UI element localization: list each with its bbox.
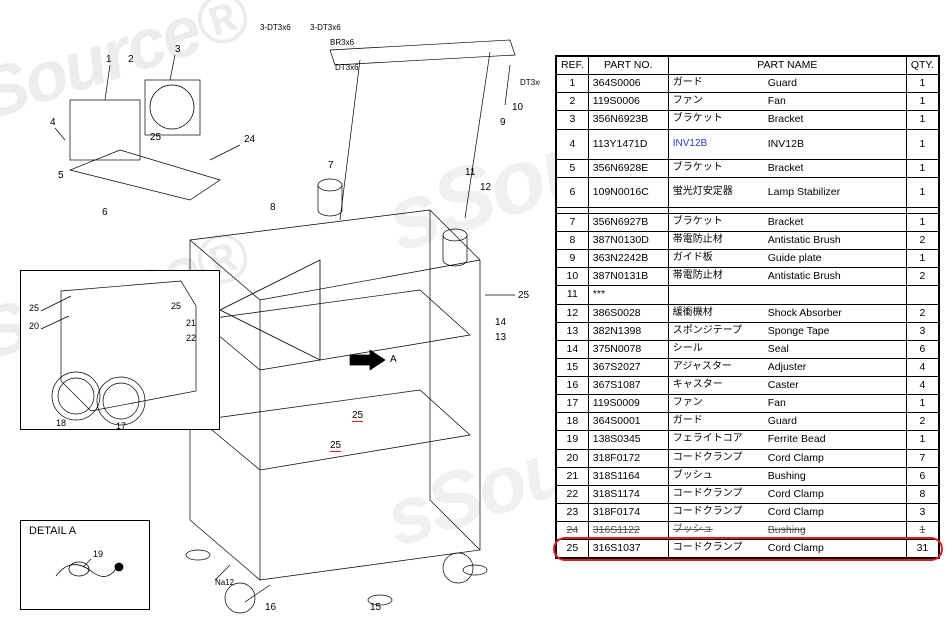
table-row: 5356N6928EブラケットBracket1 (557, 159, 939, 177)
svg-text:25: 25 (29, 303, 39, 313)
table-row: 21318S1164ブッシュBushing6 (557, 467, 939, 485)
table-row: 25316S1037コードクランプCord Clamp31 (557, 540, 939, 558)
svg-text:25: 25 (150, 132, 162, 143)
svg-text:14: 14 (495, 317, 507, 328)
svg-text:Na12: Na12 (215, 578, 235, 587)
inset-leader (210, 250, 330, 370)
svg-text:1: 1 (106, 54, 112, 65)
svg-text:3-DT3x6: 3-DT3x6 (260, 23, 291, 32)
table-row: 7356N6927BブラケットBracket1 (557, 213, 939, 231)
svg-text:5: 5 (58, 170, 64, 181)
table-row: 20318F0172コードクランプCord Clamp7 (557, 449, 939, 467)
col-partno: PART NO. (588, 57, 668, 75)
table-row: 22318S1174コードクランプCord Clamp8 (557, 485, 939, 503)
svg-text:17: 17 (116, 421, 126, 431)
col-name: PART NAME (668, 57, 906, 75)
svg-text:2: 2 (128, 54, 134, 65)
svg-text:12: 12 (480, 182, 492, 193)
table-row: 17119S0009ファンFan1 (557, 395, 939, 413)
table-row: 11*** (557, 286, 939, 304)
table-row: 8387N0130D帯電防止材Antistatic Brush2 (557, 232, 939, 250)
svg-text:19: 19 (93, 549, 103, 559)
svg-text:DT3x6: DT3x6 (335, 63, 359, 72)
svg-text:25: 25 (518, 290, 530, 301)
svg-text:18: 18 (56, 418, 66, 428)
col-qty: QTY. (906, 57, 938, 75)
svg-text:13: 13 (495, 332, 507, 343)
callout-25-red: 25 (330, 440, 341, 452)
table-row: 16367S1087キャスターCaster4 (557, 377, 939, 395)
table-row: 2119S0006ファンFan1 (557, 93, 939, 111)
svg-text:4: 4 (50, 117, 56, 128)
diagram-inset: 25 20 18 17 21 22 25 (20, 270, 220, 430)
detail-a-title: DETAIL A (29, 525, 76, 537)
svg-text:11: 11 (465, 167, 476, 178)
svg-text:20: 20 (29, 321, 39, 331)
table-row: 18364S0001ガードGuard2 (557, 413, 939, 431)
parts-table: REF. PART NO. PART NAME QTY. 1364S0006ガー… (555, 55, 940, 559)
svg-text:22: 22 (186, 333, 196, 343)
svg-text:21: 21 (186, 318, 196, 328)
svg-text:DT3x6: DT3x6 (520, 78, 540, 87)
svg-text:6: 6 (102, 207, 108, 218)
table-row: 4113Y1471DINV12BINV12B1 (557, 129, 939, 159)
svg-text:25: 25 (171, 301, 181, 311)
table-row: 10387N0131B帯電防止材Antistatic Brush2 (557, 268, 939, 286)
callout-25-red: 25 (352, 410, 363, 422)
table-row: 13382N1398スポンジテープSponge Tape3 (557, 322, 939, 340)
svg-text:BR3x6: BR3x6 (330, 38, 355, 47)
svg-text:15: 15 (370, 602, 382, 613)
table-row: 24316S1122ブッシュBushing1 (557, 522, 939, 540)
table-row: 6109N0016C蛍光灯安定器Lamp Stabilizer1 (557, 177, 939, 207)
svg-text:9: 9 (500, 117, 506, 128)
svg-text:16: 16 (265, 602, 277, 613)
svg-text:3-DT3x6: 3-DT3x6 (310, 23, 341, 32)
table-row: 12386S0028緩衝機材Shock Absorber2 (557, 304, 939, 322)
table-row: 9363N2242Bガイド板Guide plate1 (557, 250, 939, 268)
col-ref: REF. (557, 57, 589, 75)
table-row: 1364S0006ガードGuard1 (557, 75, 939, 93)
table-row: 19138S0345フェライトコアFerrite Bead1 (557, 431, 939, 449)
table-row: 15367S2027アジャスターAdjuster4 (557, 358, 939, 376)
table-row: 23318F0174コードクランプCord Clamp3 (557, 503, 939, 521)
svg-text:7: 7 (328, 160, 334, 171)
svg-text:10: 10 (512, 102, 524, 113)
svg-text:8: 8 (270, 202, 276, 213)
svg-text:3: 3 (175, 44, 181, 55)
detail-a-box: DETAIL A 19 (20, 520, 150, 610)
svg-text:24: 24 (244, 134, 256, 145)
svg-text:A: A (390, 354, 397, 365)
table-header-row: REF. PART NO. PART NAME QTY. (557, 57, 939, 75)
table-row: 14375N0078シールSeal6 (557, 340, 939, 358)
table-row: 3356N6923BブラケットBracket1 (557, 111, 939, 129)
